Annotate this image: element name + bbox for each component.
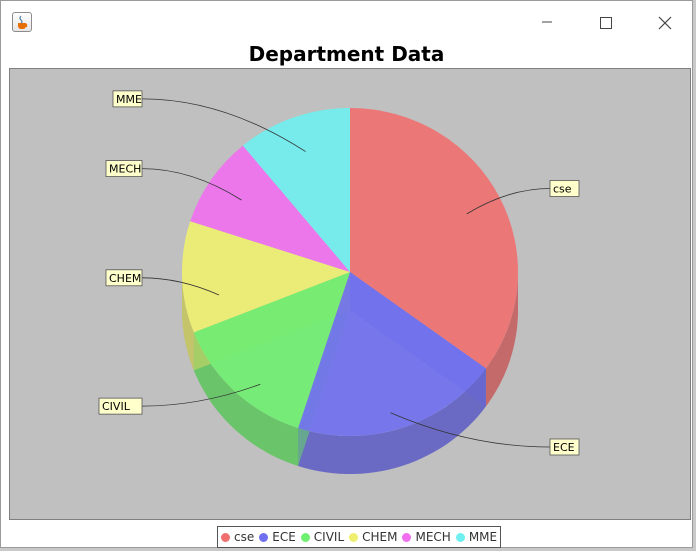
close-icon — [658, 16, 672, 30]
close-button[interactable] — [646, 8, 684, 36]
leader-line-cse — [466, 188, 551, 215]
slice-label-box-cse — [549, 180, 580, 197]
minimize-icon — [542, 21, 552, 23]
minimize-button[interactable] — [528, 8, 566, 36]
legend-label: ECE — [272, 530, 296, 544]
slice-label-box-mme — [112, 90, 143, 108]
chart-legend: cse ECE CIVIL CHEM MECH MME — [217, 526, 502, 548]
slice-label-mme: MME — [116, 93, 142, 106]
chart-title: Department Data — [248, 42, 445, 66]
title-bar[interactable] — [1, 1, 692, 41]
legend-item-cse: cse — [221, 530, 254, 544]
legend-item-ece: ECE — [259, 530, 296, 544]
slice-label-box-civil — [98, 397, 143, 415]
legend-item-chem: CHEM — [349, 530, 397, 544]
legend-item-mme: MME — [455, 530, 498, 544]
java-cup-icon[interactable] — [12, 12, 32, 32]
legend-swatch — [402, 532, 412, 542]
legend-label: cse — [234, 530, 255, 544]
legend-swatch — [349, 532, 359, 542]
slice-label-cse: cse — [553, 182, 572, 195]
pie-slice-chem[interactable] — [181, 221, 350, 333]
slice-label-civil: CIVIL — [102, 400, 131, 413]
slice-label-box-ece — [549, 438, 580, 456]
pie-slice-mech[interactable] — [190, 145, 350, 272]
legend-item-mech: MECH — [402, 530, 451, 544]
pie-slice-civil[interactable] — [193, 272, 350, 428]
slice-label-box-chem — [105, 269, 143, 287]
pie-slice-cse[interactable] — [350, 108, 518, 369]
legend-swatch — [259, 532, 269, 542]
legend-label: CIVIL — [313, 530, 345, 544]
slice-label-chem: CHEM — [109, 272, 141, 285]
maximize-button[interactable] — [587, 8, 625, 36]
leader-line-chem — [141, 277, 220, 296]
slice-label-ece: ECE — [553, 441, 575, 454]
plot-area: cse ECE CIVIL CHEM MECH MME — [9, 68, 691, 520]
pie-wall-cse — [485, 272, 518, 407]
slice-label-box-mech — [105, 160, 143, 177]
leader-line-civil — [141, 383, 261, 407]
legend-swatch — [221, 532, 230, 542]
legend-item-civil: CIVIL — [300, 530, 345, 544]
legend-swatch — [300, 532, 310, 542]
legend-swatch — [455, 532, 465, 542]
pie-slice-ece[interactable] — [298, 272, 486, 437]
slice-label-mech: MECH — [109, 163, 141, 176]
legend-label: CHEM — [362, 530, 398, 544]
legend-label: MME — [468, 530, 498, 544]
pie-slice-mme[interactable] — [242, 107, 350, 272]
legend-label: MECH — [415, 530, 451, 544]
pie-wall-civil — [193, 332, 299, 466]
pie-chart: cse ECE CIVIL CHEM MECH MME — [98, 90, 580, 474]
leader-line-ece — [390, 412, 551, 448]
leader-line-mech — [141, 168, 242, 201]
pie-wall-ece — [298, 368, 486, 474]
leader-line-mme — [141, 98, 306, 152]
maximize-icon — [600, 17, 612, 29]
pie-wall-chem — [182, 272, 194, 371]
